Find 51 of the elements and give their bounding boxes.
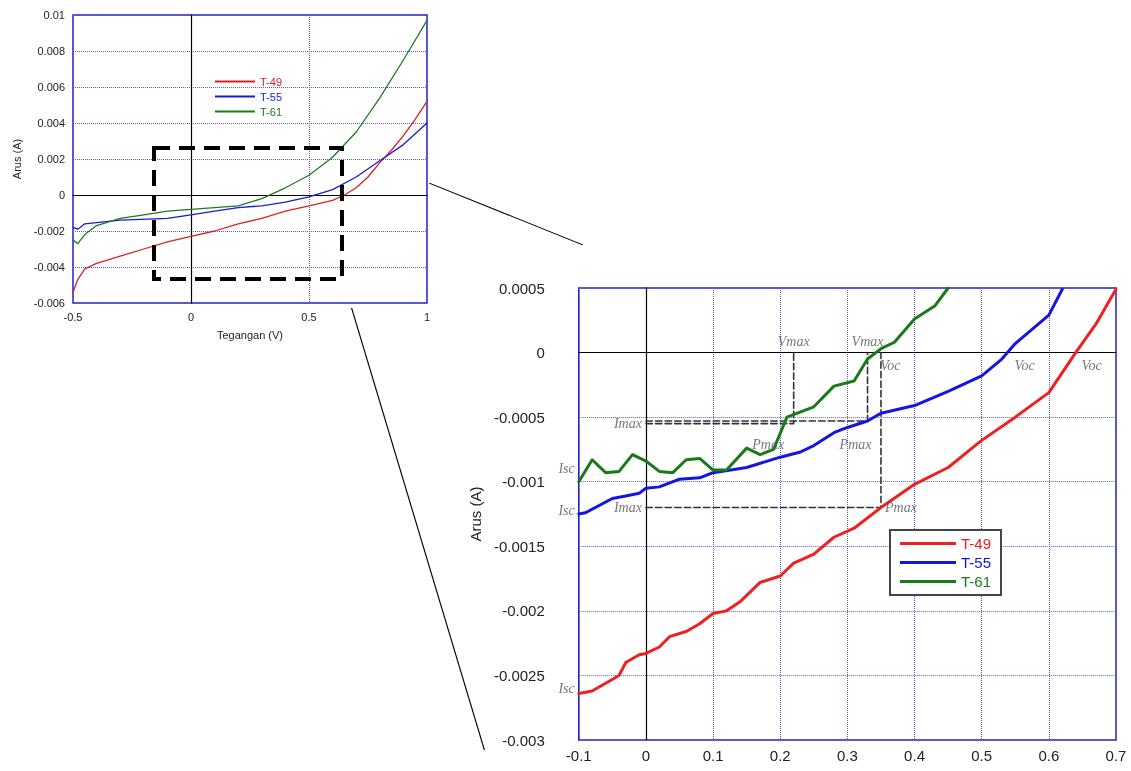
y-tick-label: 0 [536,344,545,362]
annotation: Isc [557,502,576,518]
annotation: Pmax [838,436,873,452]
legend-label: T-55 [960,554,991,571]
legend-label: T-61 [960,573,991,590]
y-tick-label: 0.008 [37,45,65,57]
annotation: Isc [557,680,576,696]
annotation: Isc [557,461,576,477]
x-tick-label: 0 [187,310,195,323]
x-tick-label: 1 [423,310,431,323]
y-tick-label: 0.01 [43,9,65,21]
x-tick-label: 0.6 [1038,747,1060,764]
y-tick-label: 0.006 [37,81,65,93]
annotation: Vmax [777,334,811,350]
legend-label: T-55 [260,90,283,103]
x-tick-label: 0.3 [836,747,858,764]
y-tick-label: -0.0015 [493,537,545,555]
y-tick-label: 0 [58,189,65,201]
legend-label: T-49 [260,75,283,88]
annotation: Voc [880,358,902,374]
y-tick-label: -0.006 [33,297,65,309]
legend-label: T-61 [260,105,283,118]
annotation: Voc [1014,358,1036,374]
y-tick-label: -0.002 [502,602,545,620]
annotation: Voc [1081,358,1103,374]
y-tick-label: -0.0025 [493,666,545,684]
y-axis-title: Arus (A) [467,486,484,542]
x-tick-label: 0.5 [301,310,317,323]
x-tick-label: 0.7 [1105,747,1127,764]
y-tick-label: -0.002 [33,225,65,237]
x-tick-label: 0.2 [769,747,791,764]
annotation: Imax [612,500,643,516]
y-tick-label: -0.003 [502,731,545,749]
y-tick-label: -0.001 [502,473,545,491]
x-tick-label: 0 [641,747,651,764]
y-tick-label: 0.002 [37,153,65,165]
y-axis-title: Arus (A) [11,138,24,180]
legend-label: T-49 [960,535,991,552]
x-tick-label: 0.4 [904,747,925,764]
y-tick-label: -0.004 [33,261,65,273]
y-tick-label: -0.0005 [493,408,545,426]
y-tick-label: 0.004 [37,117,65,129]
x-tick-label: -0.5 [63,310,83,323]
annotation: Pmax [883,500,918,516]
x-tick-label: 0.1 [702,747,724,764]
x-axis-title: Tegangan (V) [216,328,284,341]
annotation: Imax [612,416,643,432]
y-tick-label: 0.0005 [498,279,545,297]
x-tick-label: 0.5 [971,747,993,764]
x-tick-label: -0.1 [565,747,592,764]
annotation: Vmax [851,334,885,350]
